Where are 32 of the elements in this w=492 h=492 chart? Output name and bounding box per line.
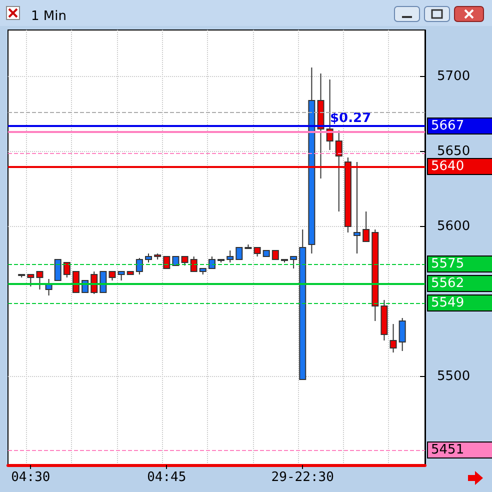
candlestick: [54, 259, 62, 281]
candlestick: [398, 318, 406, 352]
annotation: $0.27: [330, 111, 372, 126]
candlestick: [362, 211, 370, 242]
candlestick: [290, 256, 298, 269]
y-tick-label: 5600: [437, 219, 470, 234]
ref-line-label: 5640: [431, 159, 464, 174]
ref-line-label: 5562: [431, 276, 464, 291]
candlestick: [226, 250, 234, 263]
candlestick: [72, 271, 80, 293]
ref-line-label: 5549: [431, 296, 464, 310]
candlestick: [208, 256, 216, 269]
candlestick: [190, 256, 198, 272]
ref-line-label: 5451: [431, 442, 464, 458]
y-tick-label: 5650: [437, 144, 470, 159]
x-tick-label: 04:45: [147, 470, 186, 485]
candlestick: [90, 271, 98, 294]
candlestick: [390, 324, 397, 353]
y-tick-label: 5700: [437, 69, 470, 84]
candlestick: [63, 262, 70, 278]
candlestick: [36, 271, 44, 290]
candlestick: [236, 247, 243, 260]
candlestick: [27, 274, 34, 287]
x-tick-label: 29-22:30: [271, 470, 334, 485]
candlestick: [100, 271, 107, 293]
chart-title: 1 Min: [31, 9, 66, 24]
x-tick-label: 04:30: [11, 470, 50, 485]
candlestick: [354, 162, 361, 254]
ref-line-label: 5667: [431, 118, 464, 134]
y-tick-label: 5500: [437, 369, 470, 384]
ref-line-label: 5575: [431, 256, 464, 272]
candlestick: [136, 258, 143, 275]
